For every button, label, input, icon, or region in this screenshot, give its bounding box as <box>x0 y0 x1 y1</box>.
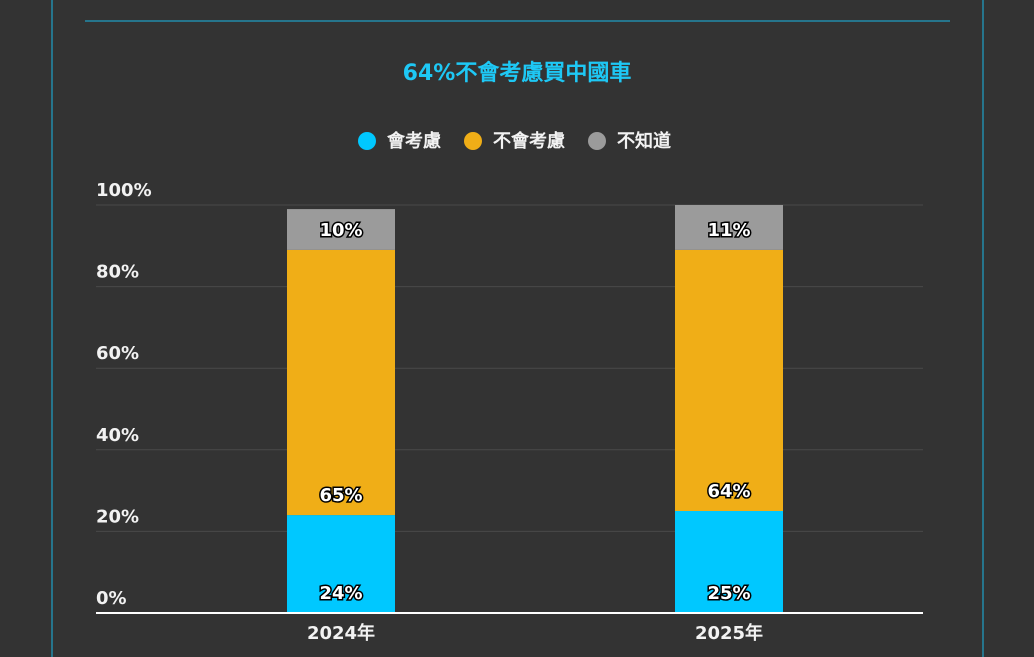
legend-label: 不會考慮 <box>493 130 565 152</box>
value-label: 25% <box>707 583 750 604</box>
value-label: 11% <box>707 220 750 241</box>
x-tick-label: 2025年 <box>695 622 763 644</box>
bar-segment <box>287 515 395 613</box>
chart-title: 64%不會考慮買中國車 <box>403 60 632 86</box>
value-label: 65% <box>319 485 362 506</box>
legend-label: 不知道 <box>617 130 671 152</box>
bar-segment <box>675 511 783 613</box>
legend-marker <box>358 132 376 150</box>
legend-label: 會考慮 <box>387 130 441 152</box>
legend-marker <box>464 132 482 150</box>
value-label: 10% <box>319 220 362 241</box>
bar-segment <box>675 205 783 250</box>
legend-marker <box>588 132 606 150</box>
bar-segment <box>287 249 395 516</box>
y-tick-label: 20% <box>96 506 139 527</box>
y-tick-label: 0% <box>96 588 127 609</box>
x-tick-label: 2024年 <box>307 622 375 644</box>
y-tick-label: 80% <box>96 262 139 283</box>
y-tick-label: 60% <box>96 343 139 364</box>
value-label: 64% <box>707 481 750 502</box>
bar-segment <box>675 249 783 511</box>
value-label: 24% <box>319 583 362 604</box>
y-tick-label: 100% <box>96 180 152 201</box>
bar-segment <box>287 209 395 250</box>
y-tick-label: 40% <box>96 425 139 446</box>
